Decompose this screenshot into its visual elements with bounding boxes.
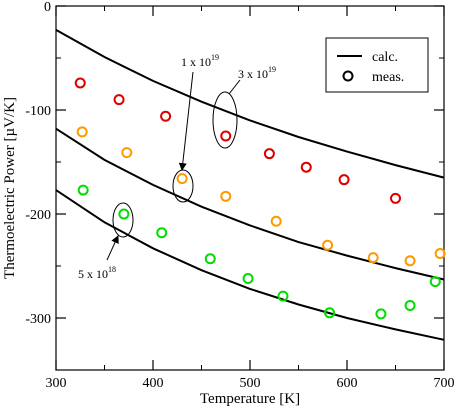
x-tick-label: 700 — [434, 376, 455, 391]
meas-point — [76, 126, 88, 138]
meas-point — [263, 148, 275, 160]
meas-point — [338, 174, 350, 186]
legend-box — [325, 37, 429, 93]
annotation-1e19-arrow — [178, 71, 194, 171]
meas-point — [404, 300, 416, 312]
annotation-3e19: 3 x 1019 — [212, 65, 276, 149]
annotation-3e19-ellipse — [212, 91, 238, 149]
meas-point — [77, 184, 89, 196]
legend-calc-label: calc. — [372, 50, 398, 65]
annotation-5e18-label: 5 x 1018 — [78, 265, 116, 281]
y-tick-label: -200 — [25, 208, 51, 223]
meas-point — [176, 173, 188, 185]
measured-points — [74, 77, 446, 320]
x-axis-title: Temperature [K] — [200, 391, 300, 407]
meas-point — [277, 290, 289, 302]
meas-point — [204, 253, 216, 265]
calc-line-1 — [55, 127, 445, 281]
meas-point — [322, 239, 334, 251]
meas-point — [113, 94, 125, 106]
calc-line-0 — [55, 29, 445, 179]
meas-point — [324, 307, 336, 319]
meas-point — [434, 248, 446, 260]
meas-point — [404, 255, 416, 267]
annotation-5e18-ellipse — [112, 202, 134, 238]
annotation-1e19: 1 x 1019 — [172, 53, 219, 203]
meas-point — [118, 208, 130, 220]
axis-ticks: 300 400 500 600 700 0 -100 -200 -300 — [25, 0, 454, 391]
meas-point — [270, 215, 282, 227]
legend-meas-swatch — [342, 70, 354, 82]
y-tick-label: 0 — [44, 0, 51, 15]
meas-point — [121, 147, 133, 159]
x-tick-label: 600 — [337, 376, 358, 391]
meas-point — [156, 227, 168, 239]
meas-point — [74, 77, 86, 89]
meas-point — [300, 161, 312, 173]
meas-point — [220, 130, 232, 142]
x-tick-label: 400 — [143, 376, 164, 391]
y-tick-label: -300 — [25, 312, 51, 327]
meas-point — [220, 190, 232, 202]
meas-point — [367, 252, 379, 264]
x-tick-label: 500 — [240, 376, 261, 391]
annotation-3e19-pointer — [228, 79, 241, 95]
meas-point — [160, 110, 172, 122]
legend: calc. meas. — [325, 37, 429, 93]
y-axis-title: Thermoelectric Power [µV/K] — [2, 97, 18, 279]
meas-point — [375, 308, 387, 320]
meas-point — [390, 192, 401, 204]
x-tick-label: 300 — [46, 376, 67, 391]
legend-meas-label: meas. — [372, 70, 404, 85]
y-tick-label: -100 — [25, 104, 51, 119]
meas-point — [429, 276, 441, 288]
calc-curves — [55, 29, 445, 341]
annotation-5e18-arrow — [106, 235, 119, 261]
annotation-5e18: 5 x 1018 — [78, 202, 134, 281]
annotation-3e19-label: 3 x 1019 — [238, 65, 276, 81]
meas-point — [242, 272, 254, 284]
calc-line-2 — [55, 189, 445, 341]
annotation-1e19-label: 1 x 1019 — [181, 53, 219, 69]
